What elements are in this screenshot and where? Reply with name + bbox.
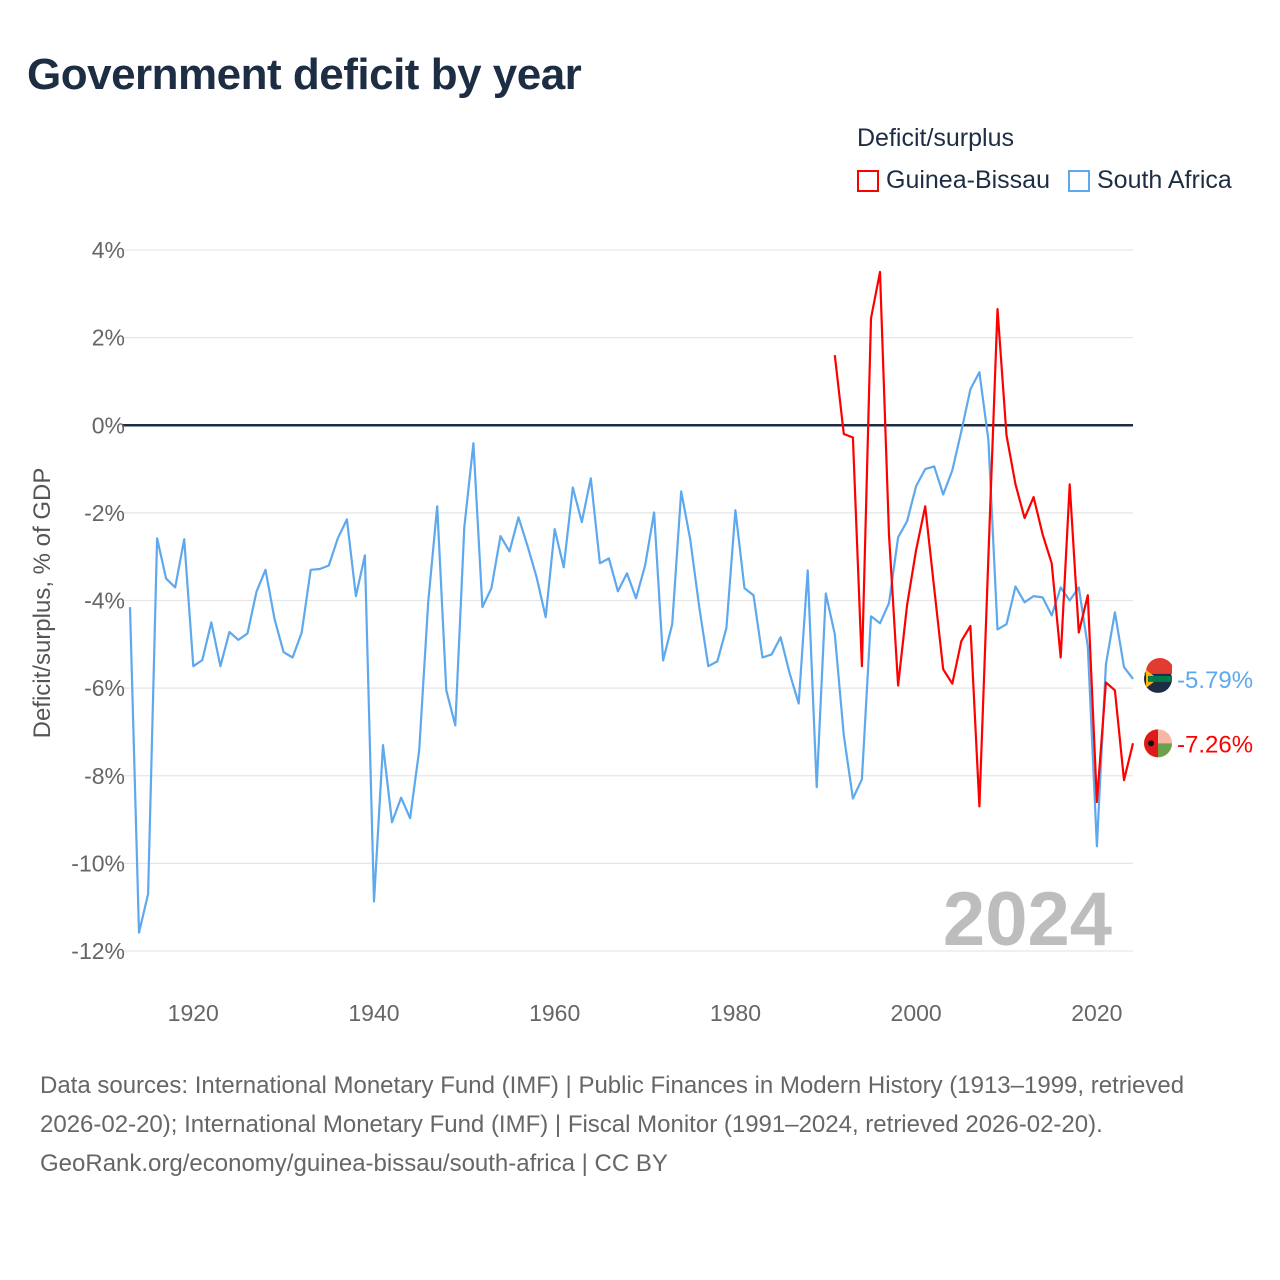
series-line-guinea-bissau: [833, 270, 1135, 808]
x-tick-label: 2020: [1071, 1000, 1122, 1026]
year-watermark: 2024: [943, 877, 1112, 962]
legend-title: Deficit/surplus: [857, 124, 1014, 152]
end-value-label-guinea-bissau: -7.26%: [1177, 731, 1253, 758]
flag-icon-south-africa: [1144, 658, 1172, 693]
x-tick-label: 1980: [710, 1000, 761, 1026]
y-tick-label: -8%: [84, 763, 125, 789]
legend: Guinea-Bissau South Africa: [857, 166, 1232, 195]
y-tick-label: -6%: [84, 675, 125, 701]
series-line-south-africa: [128, 371, 1134, 934]
x-tick-label: 1940: [348, 1000, 399, 1026]
y-tick-label: -4%: [84, 588, 125, 614]
y-tick-label: 0%: [92, 412, 125, 438]
footer: Data sources: International Monetary Fun…: [40, 1066, 1240, 1183]
x-tick-label: 1960: [529, 1000, 580, 1026]
legend-label-guinea-bissau: Guinea-Bissau: [886, 166, 1050, 194]
end-value-label-south-africa: -5.79%: [1177, 667, 1253, 694]
y-tick-label: -2%: [84, 500, 125, 526]
legend-label-south-africa: South Africa: [1096, 166, 1232, 194]
y-tick-label: 4%: [92, 237, 125, 263]
y-tick-label: -12%: [71, 938, 125, 964]
flag-icon-guinea-bissau: [1144, 729, 1172, 758]
x-tick-label: 2000: [891, 1000, 942, 1026]
credit-link[interactable]: GeoRank.org/economy/guinea-bissau/south-…: [40, 1150, 668, 1177]
y-tick-label: -10%: [71, 850, 125, 876]
legend-swatch-south-africa: [1067, 169, 1090, 192]
y-tick-label: 2%: [92, 325, 125, 351]
y-axis-label: Deficit/surplus, % of GDP: [29, 468, 56, 739]
x-tick-label: 1920: [168, 1000, 219, 1026]
legend-item-south-africa[interactable]: South Africa: [1067, 166, 1232, 195]
legend-swatch-guinea-bissau: [857, 169, 879, 192]
data-sources: Data sources: International Monetary Fun…: [40, 1072, 1185, 1138]
chart-title: Government deficit by year: [27, 50, 582, 99]
line-chart: 4% 2% 0% -2% -4% -6% -8% -10% -12% 1920 1940 1960 19…: [29, 237, 1253, 1026]
legend-item-guinea-bissau[interactable]: Guinea-Bissau: [857, 166, 1050, 195]
